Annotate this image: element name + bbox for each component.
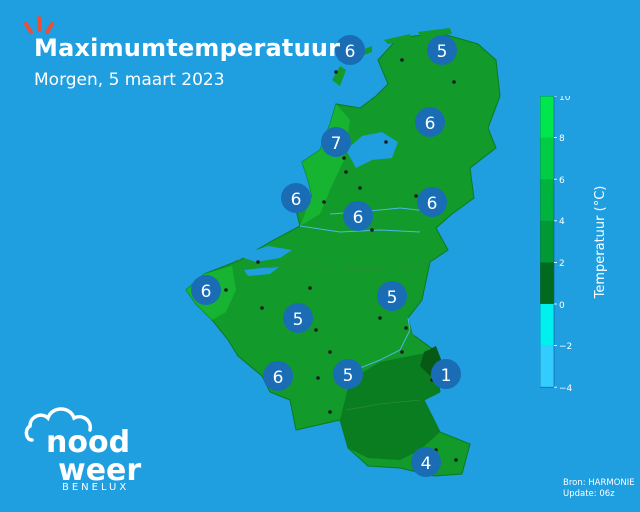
legend-tick-6: 6: [559, 176, 565, 186]
temperature-legend: 10 8 6 4 2 0 −2 −4 Temperatuur (°C): [540, 96, 608, 394]
source-update: Update: 06z: [563, 489, 615, 499]
legend-label: Temperatuur (°C): [593, 186, 608, 300]
marker-1[interactable]: 6: [335, 35, 365, 65]
marker-10-value: 5: [293, 310, 304, 330]
legend-tick-0: 0: [559, 301, 565, 311]
marker-11-value: 6: [273, 368, 284, 388]
noodweer-logo: nood weer: [24, 407, 141, 488]
marker-9[interactable]: 5: [377, 281, 407, 311]
marker-8[interactable]: 6: [191, 275, 221, 305]
marker-13[interactable]: 1: [431, 359, 461, 389]
country-border: [235, 259, 431, 411]
legend-tick-minus2: −2: [559, 342, 572, 352]
legend-tick-10: 10: [559, 96, 571, 103]
marker-7[interactable]: 6: [417, 187, 447, 217]
map-title: Maximumtemperatuur: [34, 34, 341, 62]
marker-5[interactable]: 6: [281, 183, 311, 213]
marker-1-value: 6: [345, 42, 356, 62]
marker-4-value: 7: [331, 134, 342, 154]
logo-tagline: BENELUX: [62, 482, 130, 493]
legend-tick-4: 4: [559, 217, 565, 227]
marker-5-value: 6: [291, 190, 302, 210]
marker-4[interactable]: 7: [321, 127, 351, 157]
legend-tick-minus4: −4: [559, 384, 573, 394]
zeeland: [238, 246, 292, 276]
logo-word-weer: weer: [58, 453, 141, 488]
legend-tick-2: 2: [559, 259, 565, 269]
marker-7-value: 6: [427, 194, 438, 214]
source-model: Bron: HARMONIE: [563, 478, 635, 488]
marker-14[interactable]: 4: [411, 447, 441, 477]
land-cool-zone: [340, 352, 440, 460]
marker-10[interactable]: 5: [283, 303, 313, 333]
marker-13-value: 1: [441, 366, 452, 386]
land-cold-spot: [420, 346, 442, 376]
logo-word-nood: nood: [46, 425, 130, 460]
map-subtitle: Morgen, 5 maart 2023: [34, 70, 225, 90]
marker-2[interactable]: 5: [427, 35, 457, 65]
legend-tick-8: 8: [559, 134, 565, 144]
marker-3[interactable]: 6: [415, 107, 445, 137]
marker-8-value: 6: [201, 282, 212, 302]
marker-11[interactable]: 6: [263, 361, 293, 391]
marker-3-value: 6: [425, 114, 436, 134]
marker-6-value: 6: [353, 208, 364, 228]
marker-14-value: 4: [421, 454, 432, 474]
brand-sparks-icon: [24, 16, 54, 34]
marker-9-value: 5: [387, 288, 398, 308]
marker-12-value: 5: [343, 366, 354, 386]
marker-2-value: 5: [437, 42, 448, 62]
marker-6[interactable]: 6: [343, 201, 373, 231]
source-info: Bron: HARMONIE Update: 06z: [563, 478, 635, 500]
marker-12[interactable]: 5: [333, 359, 363, 389]
